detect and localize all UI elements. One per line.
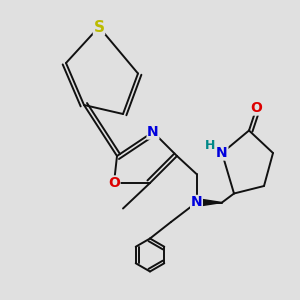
Text: N: N bbox=[147, 125, 159, 139]
Text: O: O bbox=[108, 176, 120, 190]
Text: N: N bbox=[191, 196, 202, 209]
Text: S: S bbox=[94, 20, 104, 34]
Text: O: O bbox=[250, 101, 262, 115]
Polygon shape bbox=[196, 199, 222, 206]
Text: H: H bbox=[205, 139, 215, 152]
Text: N: N bbox=[216, 146, 228, 160]
